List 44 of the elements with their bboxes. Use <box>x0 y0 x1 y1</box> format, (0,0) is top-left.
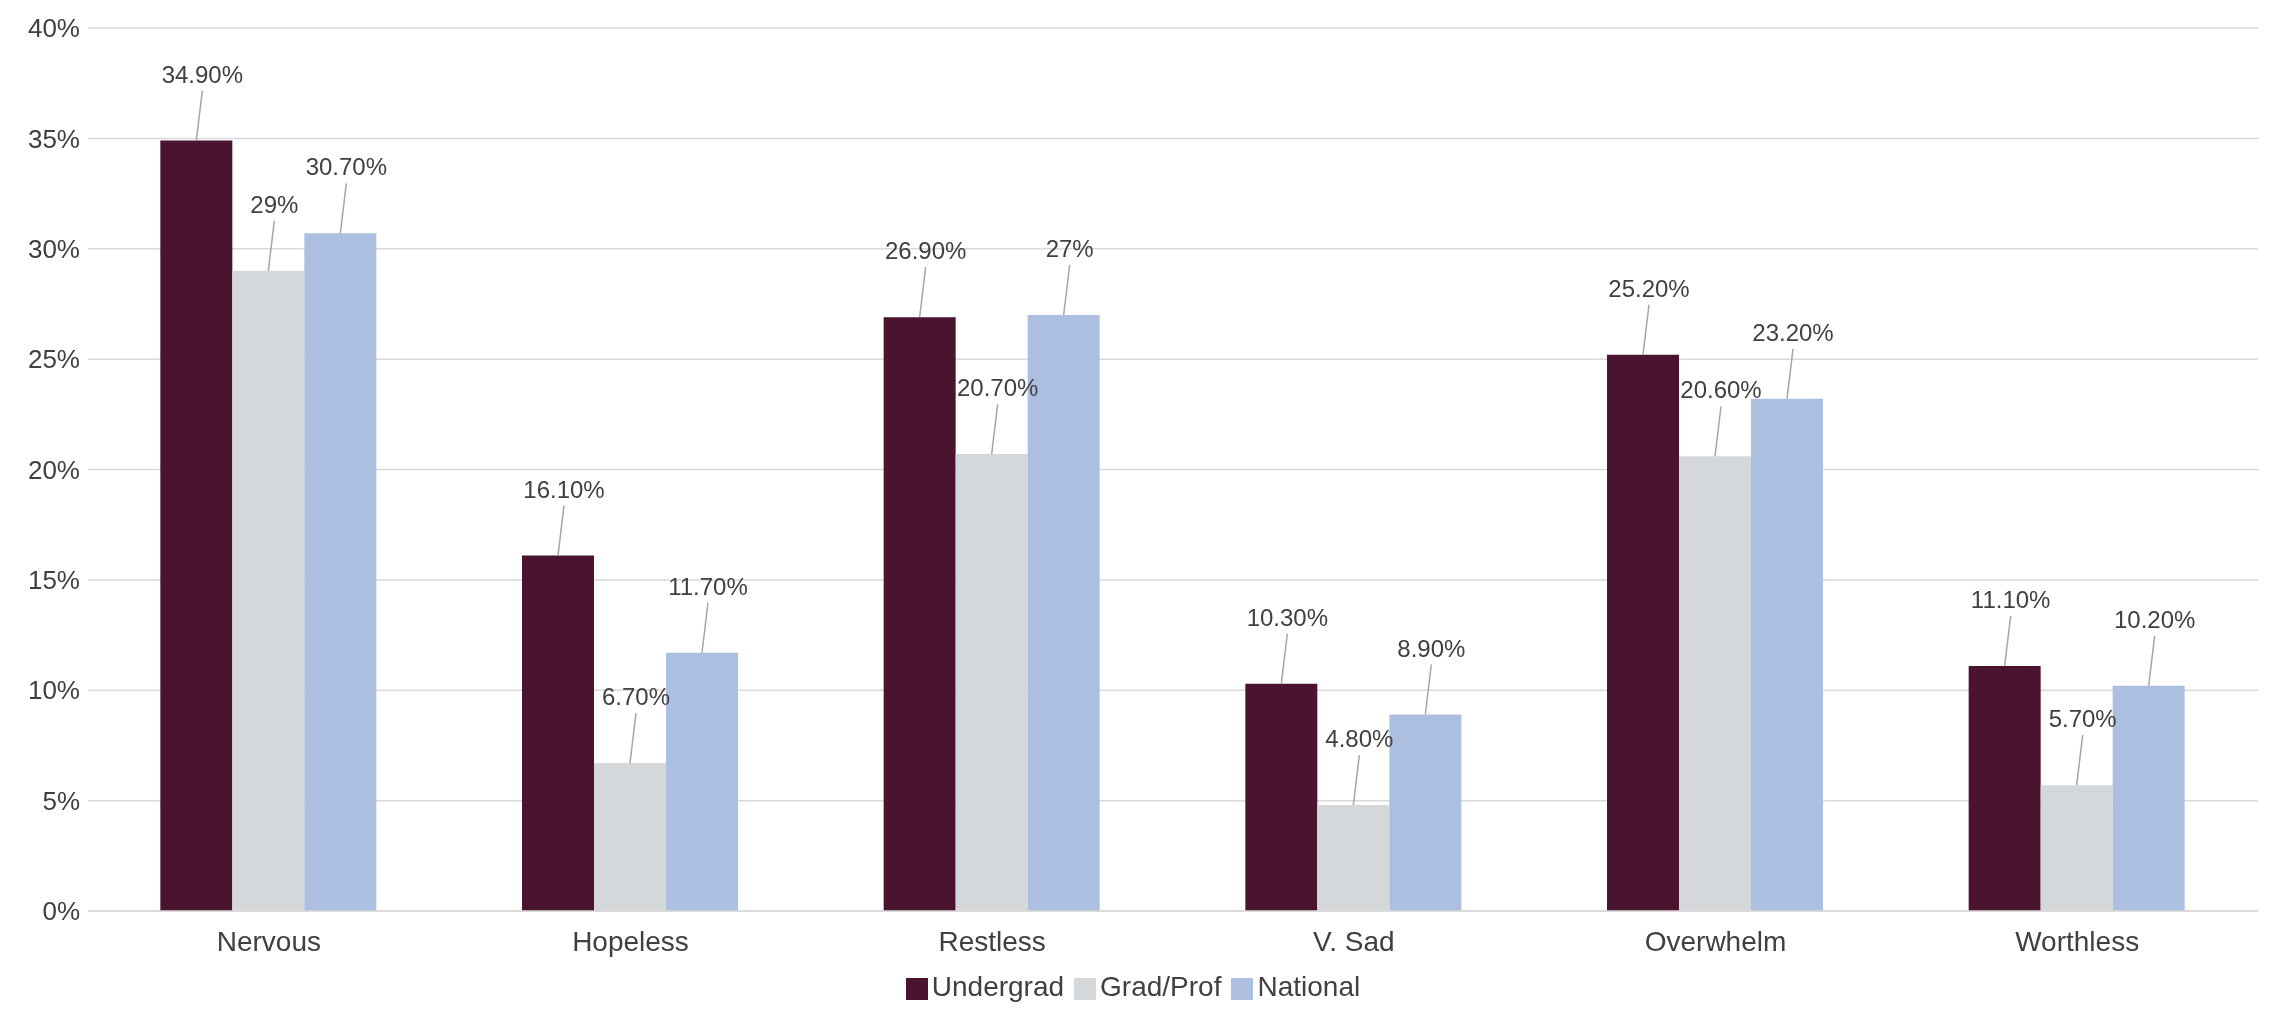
data-label: 23.20% <box>1752 318 1834 346</box>
data-label: 6.70% <box>601 683 671 711</box>
data-label: 26.90% <box>884 237 967 265</box>
x-tick-label: Worthless <box>2015 925 2140 957</box>
bar <box>1968 665 2041 911</box>
data-label: 20.70% <box>956 374 1039 402</box>
bar <box>1245 683 1318 911</box>
y-tick-label: 15% <box>27 565 80 596</box>
data-label: 5.70% <box>2048 705 2117 733</box>
bar <box>522 555 594 911</box>
bar <box>883 317 956 911</box>
x-tick-label: Overwhelm <box>1644 925 1787 957</box>
data-label: 27% <box>1045 234 1094 262</box>
data-label: 10.30% <box>1246 603 1329 631</box>
data-label: 16.10% <box>523 475 605 503</box>
x-tick-label: Restless <box>938 925 1046 957</box>
legend-label: National <box>1257 971 1361 1002</box>
bar <box>160 140 233 911</box>
x-tick-label: Nervous <box>216 925 321 957</box>
y-tick-label: 30% <box>27 233 80 264</box>
legend-label: Undergrad <box>931 971 1065 1002</box>
data-label: 29% <box>250 190 299 218</box>
x-tick-label: Hopeless <box>572 925 689 957</box>
y-tick-label: 10% <box>27 675 80 706</box>
y-tick-label: 20% <box>27 454 80 485</box>
data-label: 34.90% <box>161 60 244 88</box>
bar <box>1607 354 1679 911</box>
x-tick-label: V. Sad <box>1313 925 1395 957</box>
data-label: 8.90% <box>1397 634 1466 662</box>
bar <box>304 233 377 911</box>
data-label: 10.20% <box>2113 605 2196 633</box>
data-label: 20.60% <box>1680 376 1762 404</box>
y-tick-label: 5% <box>42 785 80 816</box>
data-label: 11.10% <box>1970 585 2051 613</box>
data-label: 11.70% <box>668 572 748 600</box>
bar <box>1751 398 1823 911</box>
y-tick-label: 35% <box>27 123 80 154</box>
data-label: 25.20% <box>1608 274 1690 302</box>
data-label: 30.70% <box>305 153 388 181</box>
y-tick-label: 0% <box>42 896 80 927</box>
y-tick-label: 40% <box>27 13 80 44</box>
legend-label: Grad/Prof <box>1100 971 1222 1002</box>
data-label: 4.80% <box>1325 725 1394 753</box>
y-tick-label: 25% <box>27 344 80 375</box>
